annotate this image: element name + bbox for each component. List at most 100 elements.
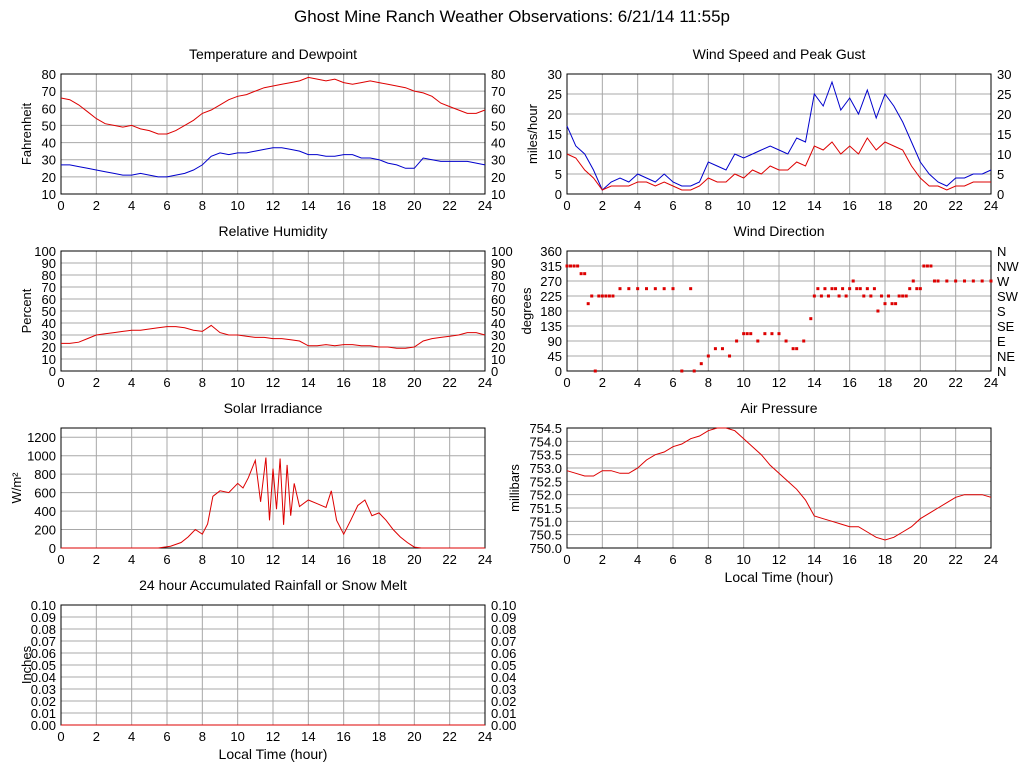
wind-direction-right-tick-label: SE (997, 319, 1015, 334)
humidity-right-tick-label: 100 (491, 244, 513, 259)
solar-xtick-label: 22 (442, 552, 456, 567)
wind-direction-point (911, 279, 915, 283)
pressure-xtick-label: 14 (807, 552, 821, 567)
wind-direction-ytick-label: 360 (540, 244, 562, 259)
wind-direction-point (627, 287, 631, 291)
pressure-frame (566, 427, 992, 549)
rainfall-ytick-label: 0.00 (31, 718, 56, 733)
solar-ytick-label: 1200 (27, 430, 56, 445)
wind-direction-point (590, 294, 594, 298)
wind-direction-point (890, 302, 894, 306)
humidity-right-tick-label: 10 (491, 352, 505, 367)
wind-direction-point (851, 279, 855, 283)
temperature-xtick-label: 6 (163, 198, 170, 213)
pressure-xtick-label: 4 (634, 552, 641, 567)
rainfall-xtick-label: 18 (372, 729, 386, 744)
wind-direction-xtick-label: 2 (599, 375, 606, 390)
wind-speed-ytick-label: 5 (555, 167, 562, 182)
wind-direction-point (922, 264, 926, 268)
humidity-xtick-label: 24 (478, 375, 492, 390)
wind-direction-xtick-label: 12 (772, 375, 786, 390)
wind-direction-point (936, 279, 940, 283)
wind-direction-point (728, 354, 732, 358)
humidity-right-tick-label: 30 (491, 328, 505, 343)
solar-ytick-label: 0 (49, 541, 56, 556)
wind-direction-point (607, 294, 611, 298)
pressure-xtick-label: 16 (842, 552, 856, 567)
humidity-xtick-label: 16 (336, 375, 350, 390)
pressure-xtick-label: 18 (878, 552, 892, 567)
wind-direction-point (841, 287, 845, 291)
wind-direction-point (971, 279, 975, 283)
wind-direction-point (989, 279, 993, 283)
humidity-ytick-label: 100 (34, 244, 56, 259)
wind-direction-point (699, 362, 703, 366)
wind-direction-point (809, 317, 813, 321)
solar-xtick-label: 2 (93, 552, 100, 567)
temperature-ytick-label: 70 (42, 84, 56, 99)
solar-ytick-label: 400 (34, 504, 56, 519)
wind-direction-point (908, 287, 912, 291)
wind-direction-point (604, 294, 608, 298)
wind-direction-point (618, 287, 622, 291)
rainfall-xtick-label: 20 (407, 729, 421, 744)
wind-speed-right-tick-label: 20 (997, 107, 1011, 122)
wind-direction-xtick-label: 4 (634, 375, 641, 390)
temperature-xtick-label: 16 (336, 198, 350, 213)
solar-series-line (61, 457, 485, 549)
wind-speed-xtick-label: 16 (842, 198, 856, 213)
rainfall-right-tick-label: 0.10 (491, 598, 516, 613)
wind-direction-point (572, 264, 576, 268)
humidity-ytick-label: 70 (42, 280, 56, 295)
wind-speed-xtick-label: 2 (599, 198, 606, 213)
pressure-xtick-label: 20 (913, 552, 927, 567)
wind-direction-point (713, 347, 717, 351)
wind-direction-point (671, 287, 675, 291)
solar-xtick-label: 8 (199, 552, 206, 567)
wind-direction-xtick-label: 6 (669, 375, 676, 390)
wind-direction-point (593, 369, 597, 373)
page-title: Ghost Mine Ranch Weather Observations: 6… (294, 7, 730, 26)
rainfall-xtick-label: 12 (266, 729, 280, 744)
wind-direction-point (583, 272, 587, 276)
wind-direction-point (565, 264, 569, 268)
pressure-ytick-label: 750.5 (529, 528, 562, 543)
temperature-xtick-label: 0 (57, 198, 64, 213)
wind-speed-xtick-label: 18 (878, 198, 892, 213)
temperature-ytick-label: 80 (42, 67, 56, 82)
wind-direction-point (720, 347, 724, 351)
pressure-title: Air Pressure (740, 400, 817, 416)
wind-direction-point (600, 294, 604, 298)
wind-direction-point (963, 279, 966, 283)
pressure-ytick-label: 752.5 (529, 474, 562, 489)
wind-speed-ylabel: miles/hour (525, 103, 540, 164)
wind-direction-point (887, 294, 891, 298)
wind-speed-right-tick-label: 15 (997, 127, 1011, 142)
rainfall-ytick-label: 0.09 (31, 610, 56, 625)
solar-xtick-label: 0 (57, 552, 64, 567)
wind-speed-xtick-label: 12 (772, 198, 786, 213)
wind-direction-point (826, 294, 830, 298)
wind-direction-right-tick-label: S (997, 304, 1006, 319)
wind-direction-point (802, 339, 806, 343)
temperature-xtick-label: 10 (230, 198, 244, 213)
rainfall-ytick-label: 0.05 (31, 658, 56, 673)
wind-direction-point (855, 287, 859, 291)
wind-speed-right-tick-label: 0 (997, 187, 1004, 202)
temperature-xtick-label: 18 (372, 198, 386, 213)
wind-direction-point (830, 287, 834, 291)
humidity-title: Relative Humidity (219, 223, 328, 239)
solar-frame (60, 427, 486, 549)
pressure-xtick-label: 0 (563, 552, 570, 567)
wind-direction-point (834, 287, 838, 291)
temperature-right-tick-label: 10 (491, 187, 505, 202)
wind-direction-point (980, 279, 984, 283)
rainfall-ytick-label: 0.04 (31, 670, 56, 685)
wind-direction-point (894, 302, 898, 306)
solar-xtick-label: 12 (266, 552, 280, 567)
pressure-xtick-label: 10 (736, 552, 750, 567)
wind-direction-right-tick-label: SW (997, 289, 1019, 304)
